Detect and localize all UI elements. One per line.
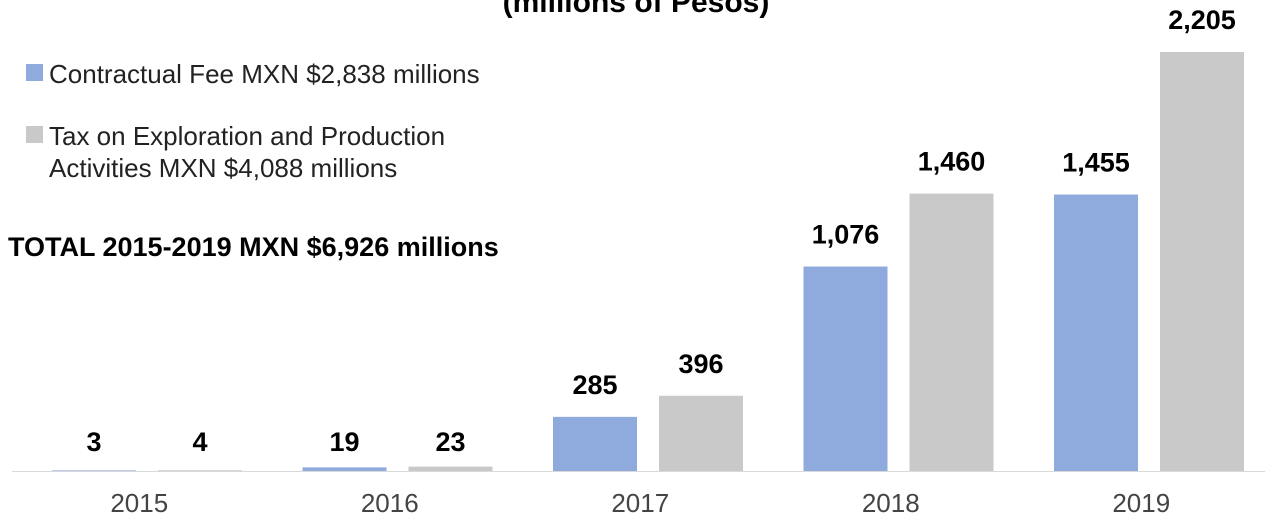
data-label-contractual-fee-2017: 285 bbox=[572, 370, 617, 400]
legend-label-tax: Tax on Exploration and Production Activi… bbox=[49, 121, 446, 183]
data-label-tax-2019: 2,205 bbox=[1168, 5, 1236, 35]
bar-tax-2018 bbox=[909, 193, 994, 471]
data-label-tax-2018: 1,460 bbox=[918, 147, 986, 177]
data-label-contractual-fee-2019: 1,455 bbox=[1062, 148, 1130, 178]
bar-contractual-fee-2018 bbox=[803, 266, 888, 471]
data-label-tax-2017: 396 bbox=[678, 349, 723, 379]
x-tick-2015: 2015 bbox=[110, 488, 168, 518]
bar-tax-2017 bbox=[659, 395, 743, 471]
x-tick-2016: 2016 bbox=[361, 488, 419, 518]
legend: Contractual Fee MXN $2,838 millions Tax … bbox=[26, 58, 626, 214]
chart-title: (millions of Pesos) bbox=[502, 0, 770, 19]
legend-label-contractual-fee: Contractual Fee MXN $2,838 millions bbox=[49, 59, 480, 89]
total-annotation: TOTAL 2015-2019 MXN $6,926 millions bbox=[8, 232, 499, 262]
data-label-tax-2016: 23 bbox=[435, 427, 465, 457]
bar-contractual-fee-2015 bbox=[52, 470, 136, 471]
bar-tax-2019 bbox=[1160, 52, 1244, 471]
legend-item-tax: Tax on Exploration and Production Activi… bbox=[26, 120, 626, 184]
bar-tax-2016 bbox=[408, 466, 493, 471]
x-tick-2017: 2017 bbox=[611, 488, 669, 518]
x-tick-2019: 2019 bbox=[1112, 488, 1170, 518]
bar-contractual-fee-2017 bbox=[553, 416, 637, 471]
data-label-tax-2015: 4 bbox=[192, 427, 207, 457]
bar-tax-2015 bbox=[158, 470, 242, 471]
data-label-contractual-fee-2016: 19 bbox=[329, 427, 359, 457]
data-label-contractual-fee-2015: 3 bbox=[86, 427, 101, 457]
bar-contractual-fee-2019 bbox=[1054, 194, 1138, 471]
legend-swatch-tax bbox=[26, 126, 43, 143]
legend-swatch-contractual-fee bbox=[26, 64, 43, 81]
legend-item-contractual-fee: Contractual Fee MXN $2,838 millions bbox=[26, 58, 626, 90]
x-tick-2018: 2018 bbox=[862, 488, 920, 518]
data-label-contractual-fee-2018: 1,076 bbox=[812, 220, 880, 250]
bar-contractual-fee-2016 bbox=[302, 467, 387, 471]
